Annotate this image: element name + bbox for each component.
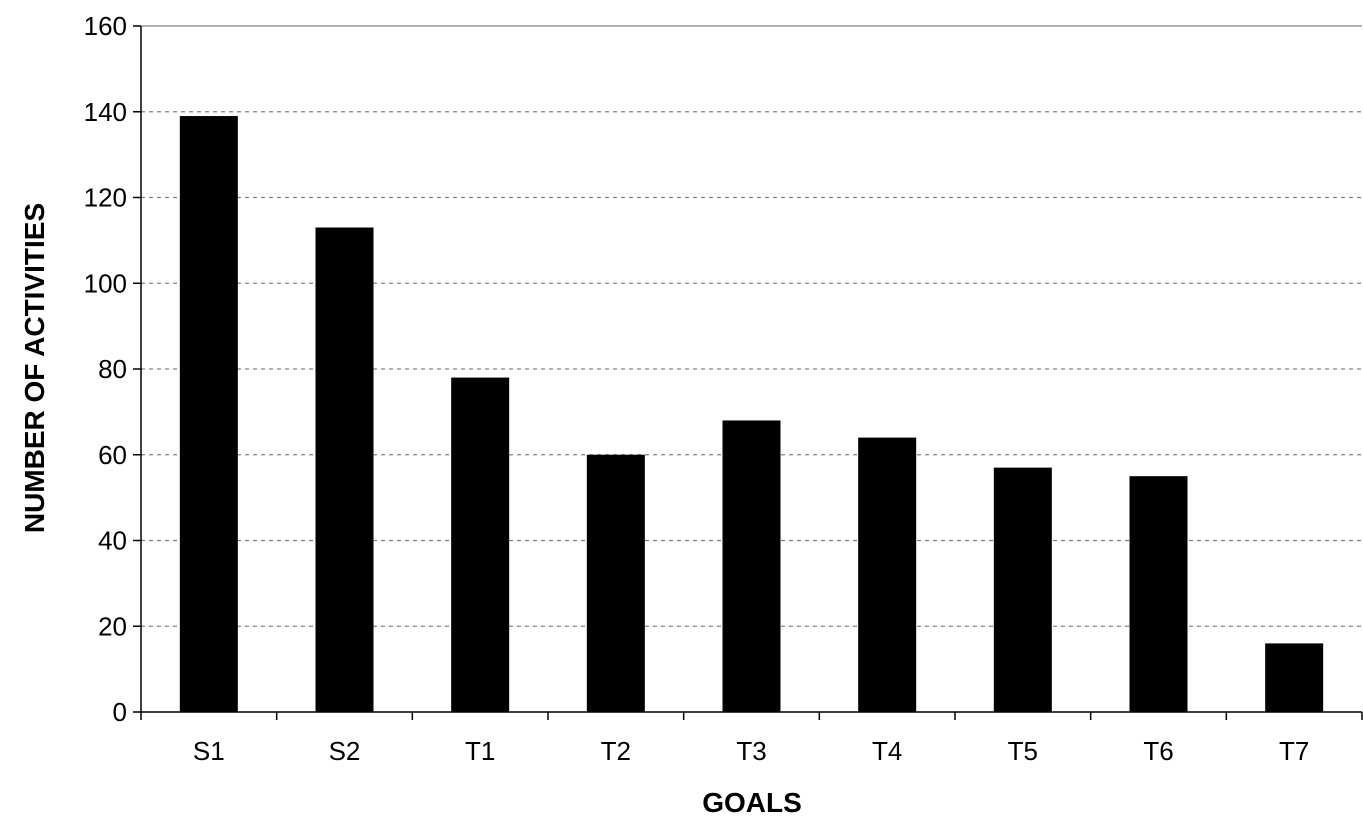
y-tick-label: 140 [84,97,127,127]
bar-t7 [1265,643,1324,712]
tick-labels: 0 20 40 60 80 100 120 140 160 S1 S2 T1 T2 T3 T4 T5 T6 T7 [84,11,1310,766]
bar-t2 [586,454,645,712]
bar-t4 [858,437,917,712]
bar-t1 [451,377,510,712]
bars [179,116,1324,713]
x-tick-label: T5 [1008,736,1038,766]
bar-s1 [179,116,238,713]
x-tick-label: T6 [1143,736,1173,766]
x-tick-label: S2 [329,736,361,766]
y-axis-title: NUMBER OF ACTIVITIES [19,203,50,533]
y-tick-label: 40 [98,526,127,556]
y-tick-label: 80 [98,354,127,384]
x-tick-label: S1 [193,736,225,766]
x-tick-label: T3 [736,736,766,766]
bar-t5 [993,467,1052,712]
y-tick-label: 20 [98,611,127,641]
bar-t3 [722,420,781,712]
x-axis-title: GOALS [702,787,802,818]
x-tick-label: T2 [601,736,631,766]
axes [133,25,1363,720]
bar-s2 [315,227,374,712]
bar-t6 [1129,476,1188,712]
y-tick-label: 100 [84,268,127,298]
y-tick-label: 60 [98,440,127,470]
y-tick-label: 160 [84,11,127,41]
x-tick-label: T4 [872,736,902,766]
y-tick-label: 120 [84,183,127,213]
x-tick-label: T7 [1279,736,1309,766]
y-tick-label: 0 [113,697,127,727]
x-tick-label: T1 [465,736,495,766]
